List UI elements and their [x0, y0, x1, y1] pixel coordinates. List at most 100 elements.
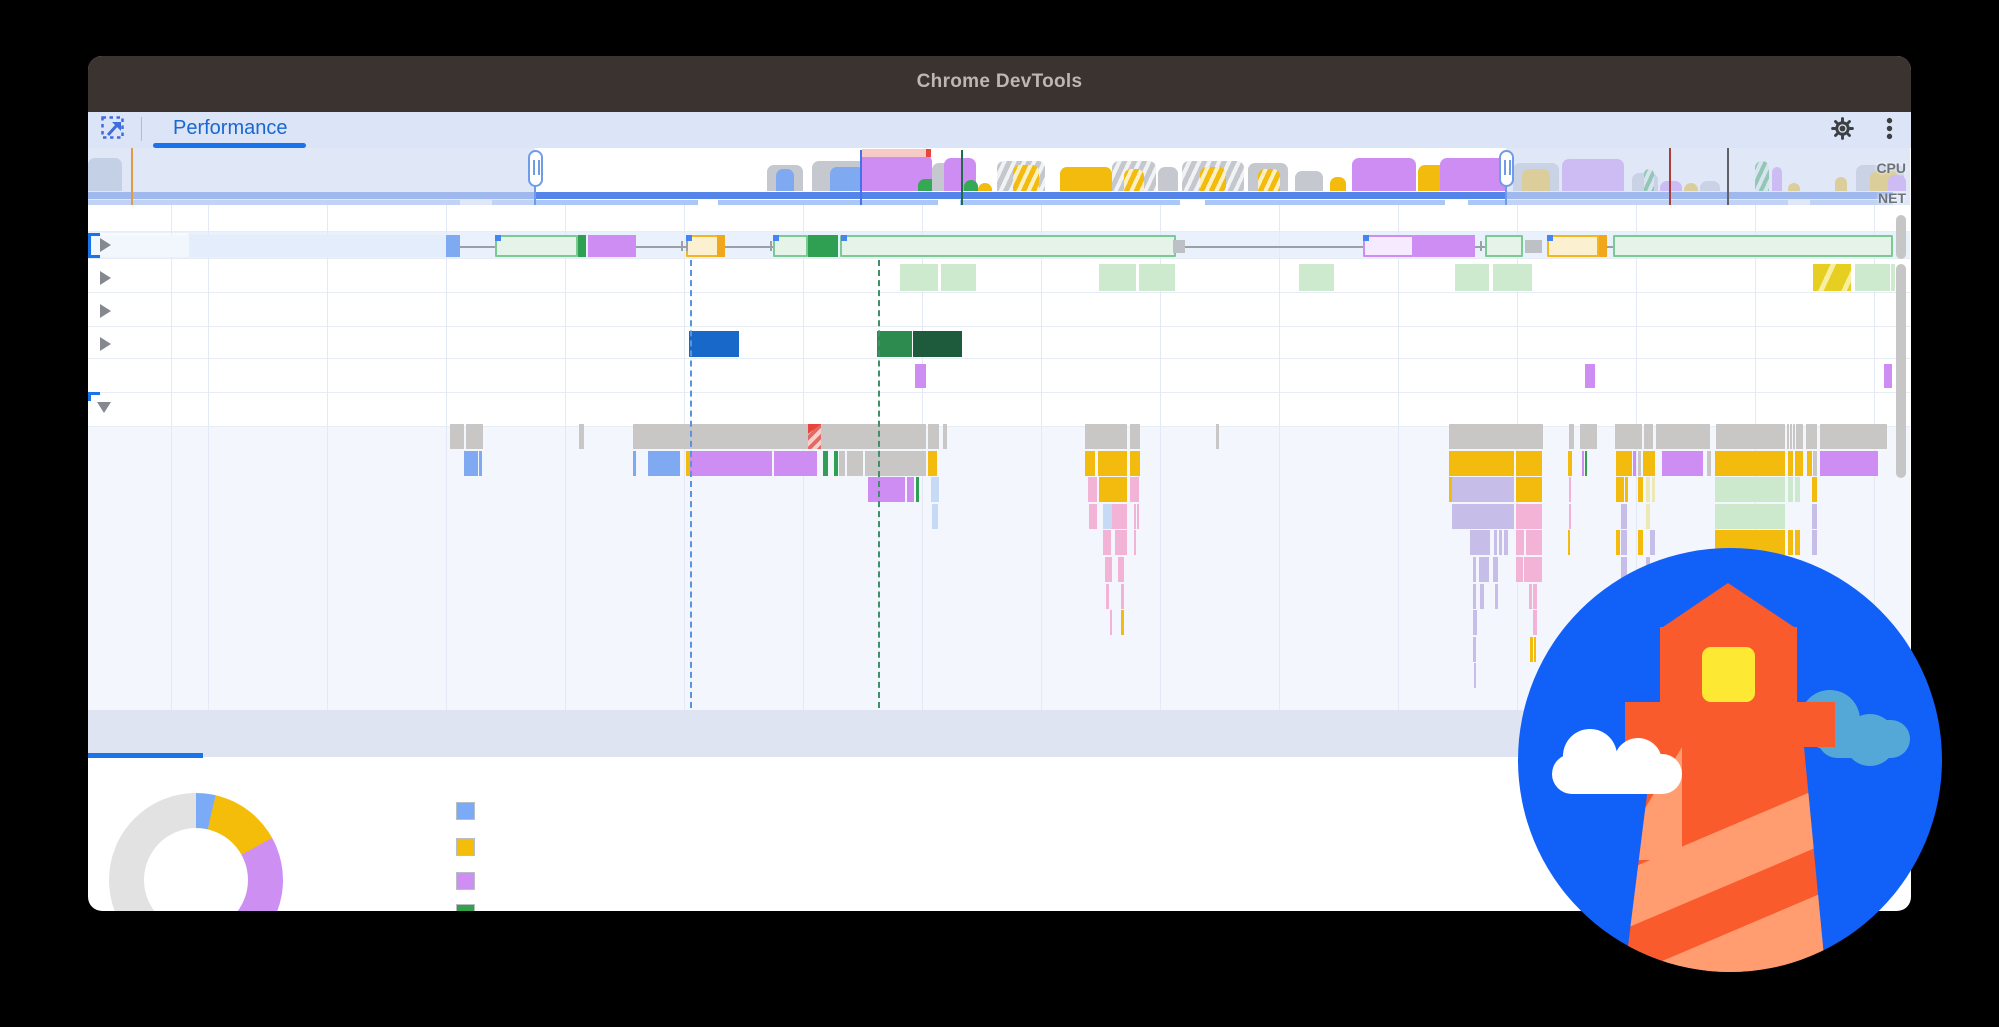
flame-bar[interactable] — [1516, 503, 1542, 529]
flame-bar[interactable] — [823, 450, 828, 476]
track-event-bar[interactable] — [913, 331, 962, 357]
flame-bar[interactable] — [1662, 450, 1703, 476]
flame-bar[interactable] — [1582, 450, 1584, 476]
overview-marker[interactable] — [961, 150, 963, 205]
flame-bar[interactable] — [1646, 503, 1650, 529]
ui-mark[interactable] — [100, 337, 111, 351]
flame-bar[interactable] — [1787, 424, 1789, 449]
track-event-bar[interactable] — [1855, 264, 1890, 291]
ui-mark[interactable] — [773, 235, 779, 241]
track-event-bar[interactable] — [877, 331, 912, 357]
flame-bar[interactable] — [1524, 557, 1542, 582]
flame-bar[interactable] — [1098, 450, 1127, 476]
flame-bar[interactable] — [943, 424, 947, 449]
flame-bar[interactable] — [774, 450, 817, 476]
flame-bar[interactable] — [839, 450, 845, 476]
flame-bar[interactable] — [1707, 450, 1711, 476]
flame-bar[interactable] — [1499, 530, 1502, 556]
flame-bar[interactable] — [928, 450, 937, 476]
flame-bar[interactable] — [1533, 583, 1537, 609]
ui-mark[interactable] — [725, 246, 773, 248]
flame-bar[interactable] — [1474, 663, 1476, 689]
ui-mark[interactable] — [878, 260, 880, 708]
inspect-element-icon[interactable] — [100, 115, 127, 142]
overview-marker[interactable] — [131, 148, 133, 205]
flame-bar[interactable] — [1452, 503, 1514, 529]
flame-bar[interactable] — [1121, 610, 1124, 636]
ui-mark[interactable] — [88, 233, 100, 236]
flame-bar[interactable] — [1616, 530, 1620, 556]
flame-bar[interactable] — [1473, 557, 1476, 582]
flame-bar[interactable] — [633, 450, 636, 476]
flame-bar[interactable] — [1650, 530, 1655, 556]
tab-performance[interactable]: Performance — [173, 117, 288, 140]
flame-bar[interactable] — [466, 424, 483, 449]
network-request-bar[interactable] — [1547, 235, 1599, 257]
track-event-bar[interactable] — [915, 364, 926, 388]
track-event-bar[interactable] — [689, 331, 739, 357]
flame-bar[interactable] — [928, 424, 939, 449]
network-request-bar[interactable] — [1485, 235, 1523, 257]
ui-mark[interactable] — [88, 255, 100, 258]
flame-bar[interactable] — [1820, 424, 1887, 449]
flame-bar[interactable] — [1134, 503, 1136, 529]
flame-bar[interactable] — [907, 477, 914, 503]
flame-bar[interactable] — [1106, 583, 1109, 609]
flame-bar[interactable] — [1516, 530, 1524, 556]
flame-bar[interactable] — [1646, 477, 1650, 503]
ui-mark[interactable] — [88, 392, 91, 401]
flame-bar[interactable] — [1652, 477, 1655, 503]
overview-marker[interactable] — [1499, 150, 1514, 187]
flame-bar[interactable] — [1473, 610, 1477, 636]
ui-mark[interactable] — [1525, 240, 1542, 253]
flame-bar[interactable] — [1638, 530, 1643, 556]
overview-marker[interactable] — [1505, 185, 1507, 205]
flame-bar[interactable] — [1495, 583, 1498, 609]
flame-bar[interactable] — [1812, 530, 1817, 556]
flame-bar[interactable] — [1633, 450, 1636, 476]
track-event-bar[interactable] — [1884, 364, 1892, 388]
flame-bar[interactable] — [1715, 450, 1785, 476]
flame-bar[interactable] — [1085, 424, 1127, 449]
flame-bar[interactable] — [1449, 450, 1514, 476]
network-request-bar[interactable] — [446, 235, 460, 257]
flame-bar[interactable] — [1516, 450, 1542, 476]
flame-bar[interactable] — [1568, 450, 1572, 476]
flame-bar[interactable] — [1715, 503, 1785, 529]
flame-bar[interactable] — [1529, 583, 1532, 609]
overview-marker[interactable] — [534, 185, 536, 205]
flame-bar[interactable] — [1795, 450, 1803, 476]
flame-bar[interactable] — [834, 450, 838, 476]
flame-bar[interactable] — [1099, 477, 1127, 503]
flame-bar[interactable] — [916, 477, 919, 503]
flame-bar[interactable] — [1568, 530, 1570, 556]
flame-bar[interactable] — [464, 450, 478, 476]
network-request-bar[interactable] — [578, 235, 586, 257]
flame-bar[interactable] — [1130, 477, 1139, 503]
ui-mark[interactable] — [1607, 246, 1613, 248]
flame-bar[interactable] — [1569, 503, 1571, 529]
flame-bar[interactable] — [1580, 424, 1597, 449]
flame-bar[interactable] — [1616, 477, 1624, 503]
flame-bar[interactable] — [633, 424, 808, 449]
ui-mark[interactable] — [1896, 215, 1906, 259]
flame-bar[interactable] — [1533, 610, 1537, 636]
ui-mark[interactable] — [681, 241, 683, 251]
network-request-bar[interactable] — [1363, 235, 1414, 257]
flame-bar[interactable] — [1643, 450, 1655, 476]
ui-mark[interactable] — [690, 260, 692, 708]
network-request-bar[interactable] — [1599, 235, 1607, 257]
flame-bar[interactable] — [1621, 503, 1627, 529]
track-event-bar[interactable] — [1493, 264, 1532, 291]
flame-bar[interactable] — [1516, 557, 1523, 582]
overview-marker[interactable] — [862, 149, 926, 157]
network-request-bar[interactable] — [93, 235, 189, 257]
track-event-bar[interactable] — [1813, 264, 1851, 291]
ui-mark[interactable] — [841, 235, 847, 241]
flame-bar[interactable] — [1470, 530, 1490, 556]
flame-bar[interactable] — [1473, 583, 1476, 609]
flame-bar[interactable] — [1103, 503, 1112, 529]
flame-bar[interactable] — [1526, 530, 1542, 556]
ui-mark[interactable] — [100, 271, 111, 285]
flame-bar[interactable] — [1793, 424, 1795, 449]
